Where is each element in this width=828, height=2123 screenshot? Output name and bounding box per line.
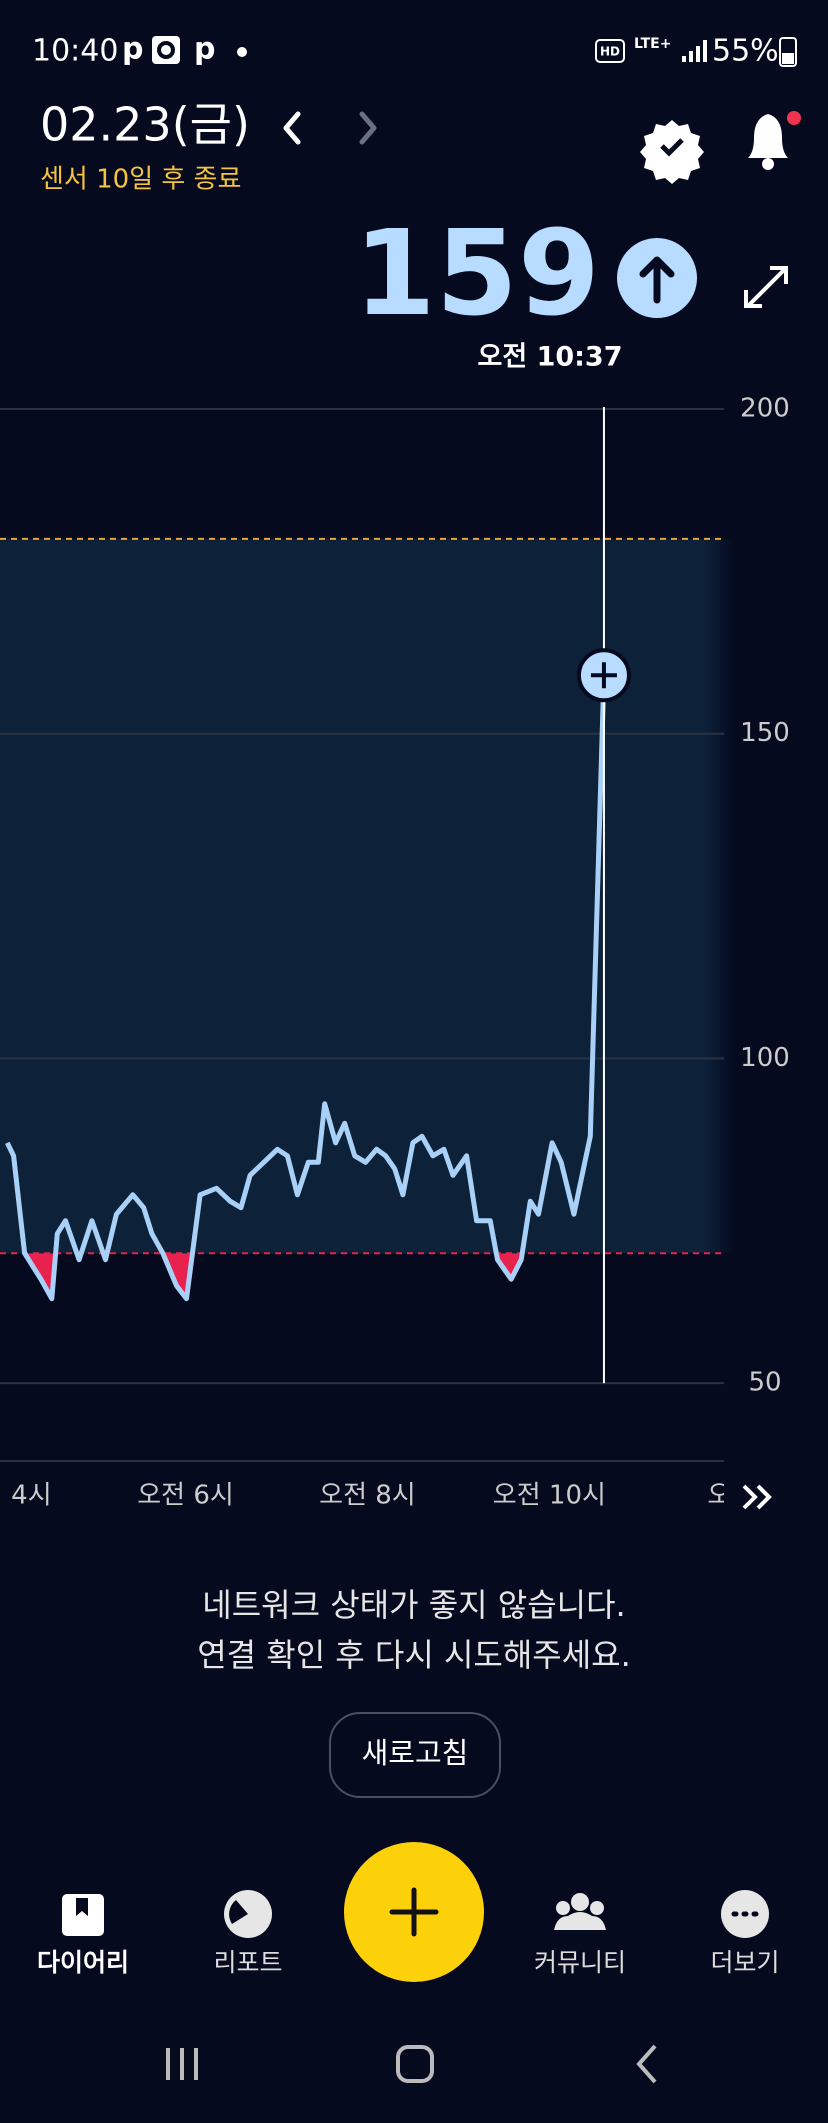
message-line: 네트워크 상태가 좋지 않습니다. (202, 1586, 625, 1624)
notification-button[interactable] (748, 111, 801, 170)
y-tick-label: 50 (748, 1368, 781, 1398)
fab-plus (389, 1887, 439, 1937)
current-point-plus (590, 662, 617, 689)
community-icon-body (554, 1912, 606, 1930)
nav-label: 리포트 (213, 1948, 282, 1977)
community-icon (590, 1901, 604, 1915)
y-tick-label: 150 (740, 718, 790, 748)
diary-icon-mark (76, 1898, 88, 1916)
system-nav (166, 2044, 657, 2084)
hd-box (595, 39, 625, 63)
verified-button[interactable] (640, 120, 704, 184)
x-tick-label: 오전 8시 (319, 1481, 416, 1511)
report-icon-slice (229, 1900, 248, 1924)
recent-apps-button[interactable] (166, 2048, 198, 2080)
verified-check (660, 138, 684, 157)
y-tick-label: 100 (740, 1043, 790, 1073)
sensor-notice: 센서 10일 후 종료 (40, 165, 241, 195)
nav-report[interactable]: 리포트 (213, 1890, 283, 1977)
x-axis-labels: 4시 오전 6시 오전 8시 오전 10시 오후 (11, 1481, 755, 1511)
nav-label: 더보기 (710, 1948, 779, 1977)
network-message: 네트워크 상태가 좋지 않습니다. 연결 확인 후 다시 시도해주세요. 새로고… (197, 1586, 631, 1798)
diary-icon (62, 1894, 104, 1936)
current-time: 오전 10:37 (477, 342, 622, 373)
chart: 50 100 150 200 (0, 394, 790, 1462)
x-tick-label: 4시 (11, 1481, 51, 1511)
x-tick-label: 오전 10시 (493, 1481, 606, 1511)
battery-level: 55% (712, 34, 779, 69)
target-band (0, 538, 734, 1254)
notification-icon (152, 36, 180, 64)
status-bar: 10:40 p p HD LTE+ 55% (32, 32, 797, 69)
message-line: 연결 확인 후 다시 시도해주세요. (197, 1636, 631, 1674)
refresh-button[interactable] (329, 1712, 501, 1798)
nav-community[interactable]: 커뮤니티 (534, 1893, 626, 1977)
scroll-forward-button[interactable] (742, 1484, 772, 1510)
glucose-line (5, 675, 607, 1302)
nav-label: 커뮤니티 (534, 1948, 626, 1977)
prev-day-button[interactable] (283, 111, 301, 145)
next-day-button[interactable] (359, 111, 377, 145)
bell-badge (787, 111, 801, 125)
expand-button[interactable] (744, 266, 788, 308)
x-tick-label: 오후 (707, 1481, 755, 1511)
bell-icon (748, 114, 788, 158)
x-tick-label: 오전 6시 (137, 1481, 234, 1511)
home-button[interactable] (396, 2045, 434, 2083)
nav-more[interactable]: 더보기 (710, 1890, 780, 1977)
back-button[interactable] (636, 2044, 657, 2084)
nav-diary[interactable]: 다이어리 (37, 1894, 129, 1977)
nav-label: 다이어리 (37, 1948, 129, 1977)
battery-icon (779, 37, 797, 67)
add-button[interactable] (344, 1842, 484, 1982)
notification-icon: p (122, 32, 143, 67)
network-label: LTE+ (634, 36, 671, 52)
bottom-nav: 다이어리 리포트 커뮤니티 더보기 (37, 1842, 780, 1982)
notification-icon-inner (157, 41, 175, 59)
battery-fill (782, 53, 794, 64)
header: 02.23(금) 센서 10일 후 종료 159 오전 10:37 (40, 98, 801, 373)
refresh-label: 새로고침 (362, 1736, 469, 1770)
y-tick-label: 200 (740, 394, 790, 424)
notification-icon: p (194, 32, 215, 67)
date: 02.23(금) (40, 98, 250, 152)
bell-clapper (762, 158, 774, 170)
hd-label: HD (600, 45, 620, 59)
signal-icon (682, 40, 707, 62)
notification-dot (237, 47, 247, 57)
status-time: 10:40 (32, 34, 118, 69)
community-icon (571, 1893, 589, 1911)
current-glucose: 159 (354, 204, 600, 342)
trend-arrow (639, 256, 675, 304)
community-icon (556, 1901, 570, 1915)
